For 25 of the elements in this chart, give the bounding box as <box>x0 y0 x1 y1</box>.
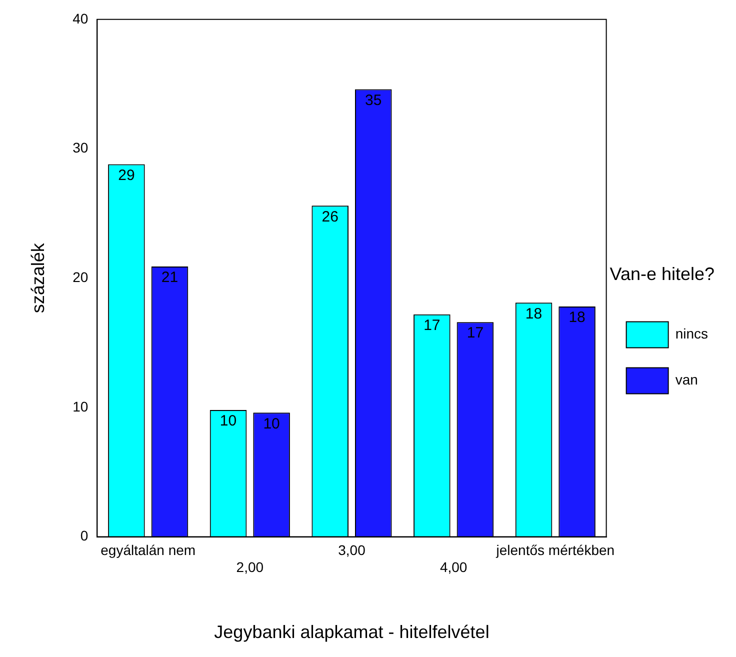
data-label: 26 <box>322 208 338 226</box>
y-tick-label: 40 <box>72 10 88 26</box>
x-axis-title: Jegybanki alapkamat - hitelfelvétel <box>214 622 490 642</box>
x-tick-label: 2,00 <box>236 558 264 575</box>
data-label: 18 <box>568 309 586 326</box>
y-tick-label: 10 <box>72 398 88 414</box>
data-label: 10 <box>220 412 237 430</box>
y-tick-label: 20 <box>72 268 88 285</box>
data-label: 21 <box>161 269 178 286</box>
data-label: 17 <box>466 324 484 342</box>
data-label: 35 <box>365 92 382 109</box>
data-label: 29 <box>118 166 135 184</box>
x-tick-label: egyáltalán nem <box>100 542 196 558</box>
legend-title: Van-e hitele? <box>610 264 715 284</box>
x-tick-label: jelentős mértékben <box>495 542 615 558</box>
x-tick-label: 4,00 <box>440 558 468 575</box>
data-label: 17 <box>424 316 440 334</box>
data-label: 10 <box>263 415 280 432</box>
y-tick-label: 0 <box>80 528 88 544</box>
data-label: 18 <box>525 305 542 322</box>
x-tick-label: 3,00 <box>338 542 366 558</box>
legend-label: van <box>675 372 698 388</box>
y-axis-title: százalék <box>28 242 48 314</box>
y-tick-label: 30 <box>72 140 88 156</box>
legend-label: nincs <box>675 326 708 342</box>
